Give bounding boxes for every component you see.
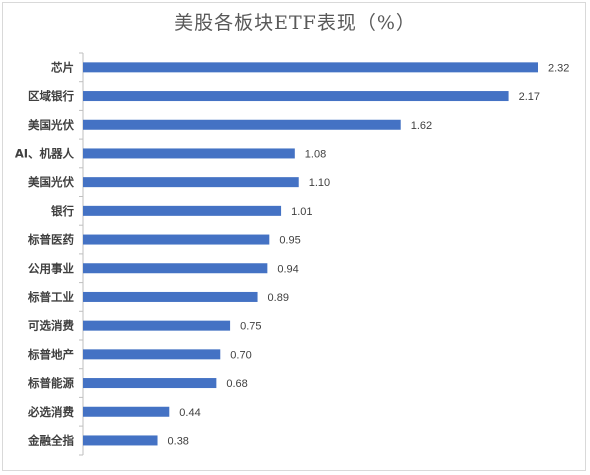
data-label: 1.62 <box>411 120 432 132</box>
category-label: 银行 <box>51 204 74 218</box>
data-label: 2.32 <box>548 62 569 74</box>
data-label: 0.70 <box>230 349 251 361</box>
data-label: 1.01 <box>291 206 312 218</box>
bar <box>83 349 221 360</box>
category-label: AI、机器人 <box>15 146 75 160</box>
data-label: 0.68 <box>226 378 247 390</box>
category-label: 公用事业 <box>28 261 74 275</box>
data-label: 0.75 <box>240 321 261 333</box>
data-label: 1.08 <box>305 148 326 160</box>
bar <box>83 378 217 389</box>
category-label: 标普工业 <box>27 290 74 304</box>
data-label: 0.44 <box>179 407 200 419</box>
category-label: 必选消费 <box>27 405 74 419</box>
data-label: 1.10 <box>309 177 330 189</box>
bar <box>83 62 538 73</box>
bar <box>83 91 509 102</box>
category-label: 金融全指 <box>27 433 74 447</box>
bar <box>83 320 231 331</box>
data-label: 0.38 <box>168 435 189 447</box>
bar <box>83 406 170 417</box>
chart-title: 美股各板块ETF表现（%） <box>174 12 416 34</box>
category-label: 标普医药 <box>27 233 74 247</box>
bar <box>83 148 295 159</box>
category-label: 美国光伏 <box>28 118 74 132</box>
bar <box>83 205 282 216</box>
data-label: 0.89 <box>268 292 289 304</box>
bar <box>83 234 270 245</box>
category-label: 区域银行 <box>28 89 74 103</box>
data-label: 2.17 <box>519 91 540 103</box>
category-label: 美国光伏 <box>28 175 74 189</box>
bar <box>83 177 299 188</box>
data-label: 0.94 <box>277 263 298 275</box>
bar <box>83 435 158 446</box>
category-label: 芯片 <box>51 60 74 74</box>
category-label: 标普能源 <box>27 376 74 390</box>
bar <box>83 119 401 130</box>
category-label: 可选消费 <box>28 319 74 333</box>
bar <box>83 291 258 302</box>
data-label: 0.95 <box>279 235 300 247</box>
category-label: 标普地产 <box>27 347 74 361</box>
bar <box>83 263 268 274</box>
